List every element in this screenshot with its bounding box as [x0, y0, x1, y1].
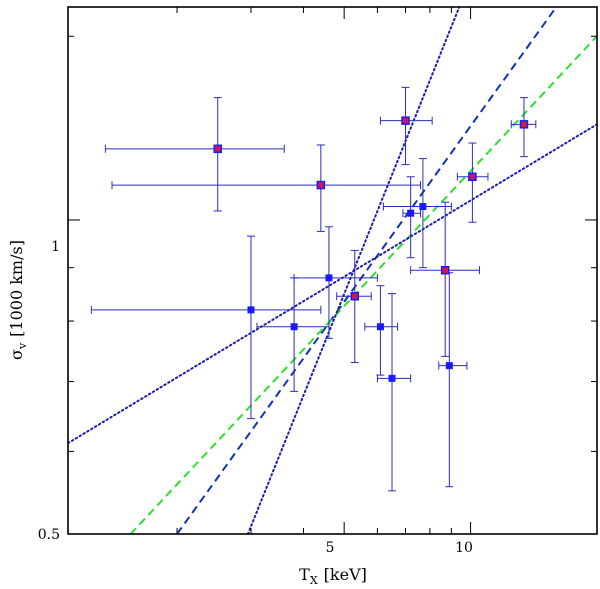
lower-bound-line — [68, 123, 597, 445]
y-tick-label-1: 1 — [51, 239, 60, 255]
data-point — [247, 306, 255, 314]
error-bar-11 — [256, 277, 330, 392]
data-point-highlight — [350, 292, 360, 301]
x-tick-label-10: 10 — [455, 540, 473, 556]
data-point-highlight — [213, 144, 222, 154]
plot-frame — [67, 6, 598, 535]
data-points — [213, 116, 529, 382]
error-bar-3 — [456, 142, 489, 223]
x-axis-unit: [keV] — [324, 565, 367, 584]
y-tick-label-0.5: 0.5 — [38, 527, 60, 543]
data-point — [376, 323, 384, 331]
error-bar-12 — [364, 285, 399, 376]
error-bar-2 — [379, 86, 433, 166]
data-point — [325, 274, 333, 282]
error-bars — [90, 86, 537, 492]
data-point-highlight — [316, 180, 326, 190]
y-axis-unit: [1000 km/s] — [7, 240, 26, 337]
x-axis-symbol: T — [299, 565, 310, 584]
x-axis-subscript: X — [310, 574, 318, 587]
data-point-highlight — [468, 172, 477, 182]
error-bar-7 — [382, 158, 452, 269]
data-point — [290, 323, 298, 331]
data-point — [445, 362, 453, 370]
data-point-highlight — [519, 120, 529, 129]
y-axis-label: σv [1000 km/s] — [7, 240, 29, 360]
best-fit-line — [176, 7, 558, 534]
data-point-highlight — [401, 116, 410, 125]
error-bar-14 — [438, 272, 468, 488]
data-point — [407, 209, 415, 217]
data-point — [419, 203, 427, 211]
x-tick-label-5: 5 — [326, 540, 335, 556]
error-bar-13 — [376, 293, 412, 492]
fit-lines — [68, 7, 597, 534]
error-bar-0 — [104, 97, 285, 212]
x-axis-label: TX [keV] — [299, 565, 367, 587]
data-point-highlight — [440, 265, 450, 275]
y-axis-symbol: σ — [7, 349, 26, 360]
y-axis-subscript: v — [16, 342, 29, 350]
error-bar-9 — [293, 226, 378, 339]
axis-ticks — [68, 7, 598, 535]
data-point — [388, 374, 396, 382]
alternative-fit-line — [129, 35, 597, 534]
error-bar-10 — [90, 235, 322, 420]
